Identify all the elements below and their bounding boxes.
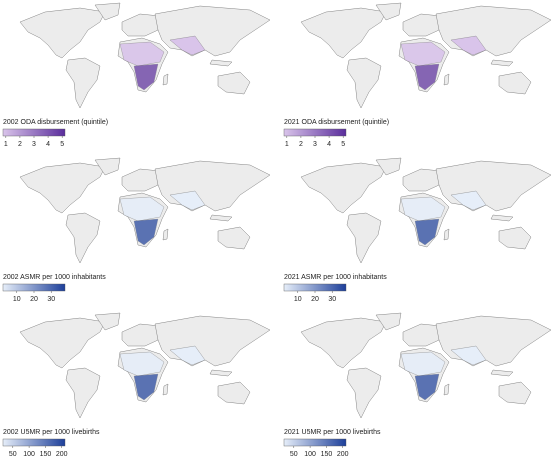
region-shade xyxy=(400,196,446,222)
legend-tick-label: 30 xyxy=(328,296,336,303)
legend-tick-label: 50 xyxy=(290,451,298,458)
legend-tick-label: 10 xyxy=(13,296,21,303)
map-panel: 2021 U5MR per 1000 livebirths 50 100 150 200 xyxy=(283,312,552,458)
legend-tick-label: 10 xyxy=(294,296,302,303)
legend-title: 2021 ASMR per 1000 inhabitants xyxy=(284,274,387,281)
region-shade xyxy=(414,218,440,246)
legend-tick-label: 5 xyxy=(341,141,345,148)
legend-title: 2021 ODA disbursement (quintile) xyxy=(284,119,389,126)
legend-tick-label: 3 xyxy=(32,141,36,148)
map-panel: 2021 ODA disbursement (quintile) 1 2 3 4 5 xyxy=(283,2,552,148)
legend-tick-label: 100 xyxy=(304,451,316,458)
region-shade xyxy=(414,63,440,91)
legend-tick-label: 1 xyxy=(4,141,8,148)
legend-bar xyxy=(2,283,66,292)
region-shade xyxy=(450,35,487,56)
legend-tick-label: 200 xyxy=(56,451,68,458)
legend-tick-label: 20 xyxy=(30,296,38,303)
map-panel: 2021 ASMR per 1000 inhabitants 10 20 30 xyxy=(283,157,552,303)
region-shade xyxy=(450,345,487,366)
region-shade xyxy=(400,41,446,67)
region-shade xyxy=(133,218,159,246)
region-shade xyxy=(450,190,487,211)
region-shade xyxy=(169,35,206,56)
legend-bar xyxy=(283,283,347,292)
region-shade xyxy=(169,190,206,211)
legend-bar xyxy=(2,128,66,137)
legend-title: 2002 ODA disbursement (quintile) xyxy=(3,119,108,126)
legend-tick-label: 2 xyxy=(299,141,303,148)
legend-tick-label: 50 xyxy=(9,451,17,458)
region-shade xyxy=(119,196,165,222)
legend-tick-label: 5 xyxy=(60,141,64,148)
legend-tick-label: 4 xyxy=(327,141,331,148)
region-shade xyxy=(119,41,165,67)
legend-title: 2002 U5MR per 1000 livebirths xyxy=(3,429,100,436)
legend-title: 2021 U5MR per 1000 livebirths xyxy=(284,429,381,436)
legend-tick-label: 3 xyxy=(313,141,317,148)
legend-tick-label: 100 xyxy=(23,451,35,458)
legend-tick-label: 150 xyxy=(321,451,333,458)
region-shade xyxy=(119,351,165,377)
legend-bar xyxy=(2,438,66,447)
legend-tick-label: 1 xyxy=(285,141,289,148)
legend-tick-label: 30 xyxy=(47,296,55,303)
region-shade xyxy=(169,345,206,366)
legend-tick-label: 20 xyxy=(311,296,319,303)
legend-title: 2002 ASMR per 1000 inhabitants xyxy=(3,274,106,281)
region-shade xyxy=(414,373,440,401)
legend-bar xyxy=(283,128,347,137)
legend-tick-label: 2 xyxy=(18,141,22,148)
region-shade xyxy=(400,351,446,377)
legend-tick-label: 150 xyxy=(40,451,52,458)
region-shade xyxy=(133,373,159,401)
map-panel: 2002 U5MR per 1000 livebirths 50 100 150 200 xyxy=(2,312,271,458)
legend-tick-label: 4 xyxy=(46,141,50,148)
region-shade xyxy=(133,63,159,91)
map-panel: 2002 ASMR per 1000 inhabitants 10 20 30 xyxy=(2,157,271,303)
map-panel: 2002 ODA disbursement (quintile) 1 2 3 4 5 xyxy=(2,2,271,148)
legend-bar xyxy=(283,438,347,447)
legend-tick-label: 200 xyxy=(337,451,349,458)
